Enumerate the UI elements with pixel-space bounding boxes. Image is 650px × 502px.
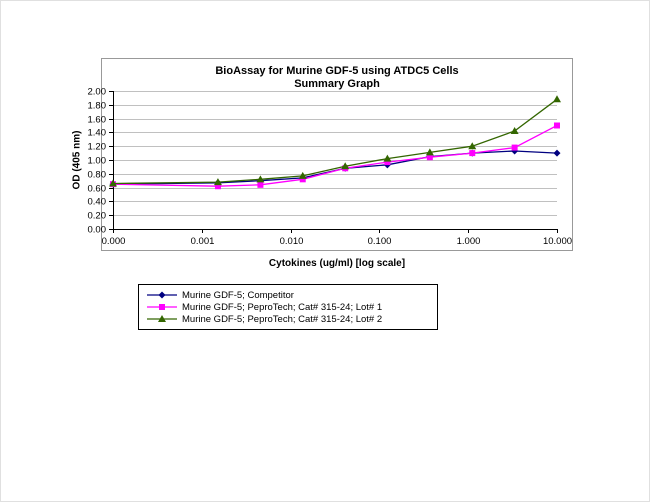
y-tick-label: 1.00 <box>88 156 107 167</box>
triangle-marker <box>298 171 307 179</box>
triangle-marker <box>158 315 166 322</box>
legend-item: Murine GDF-5; Competitor <box>147 289 429 301</box>
x-axis-title: Cytokines (ug/ml) [log scale] <box>268 258 406 269</box>
y-tick-label: 0.20 <box>88 211 107 222</box>
x-tick-label: 0.010 <box>280 236 304 247</box>
triangle-marker <box>553 95 561 103</box>
square-marker <box>299 176 306 183</box>
chart-title: BioAssay for Murine GDF-5 using ATDC5 Ce… <box>215 65 459 77</box>
y-tick-label: 1.60 <box>88 115 107 126</box>
square-marker <box>469 150 476 157</box>
legend-key-triangle-icon <box>147 315 177 322</box>
legend-label: Murine GDF-5; PeproTech; Cat# 315-24; Lo… <box>182 313 383 325</box>
square-marker <box>159 304 165 310</box>
series-line <box>112 98 558 185</box>
x-tick-label: 0.001 <box>191 236 215 247</box>
y-tick-label: 2.00 <box>88 87 107 98</box>
diamond-marker <box>158 291 166 299</box>
triangle-marker <box>109 179 117 187</box>
legend-label: Murine GDF-5; PeproTech; Cat# 315-24; Lo… <box>182 301 383 313</box>
legend-key-square-icon <box>147 304 177 310</box>
chart-title-block: BioAssay for Murine GDF-5 using ATDC5 Ce… <box>101 65 573 91</box>
triangle-marker <box>383 154 392 162</box>
y-tick-label: 0.80 <box>88 170 107 181</box>
chart-subtitle: Summary Graph <box>294 78 380 90</box>
square-marker <box>554 122 560 129</box>
square-marker <box>214 183 221 190</box>
series-line <box>112 124 558 187</box>
triangle-marker <box>510 127 519 135</box>
y-tick-label: 0.40 <box>88 197 107 208</box>
square-marker <box>384 159 391 166</box>
triangle-marker <box>213 178 222 186</box>
square-marker <box>257 181 264 188</box>
legend-item: Murine GDF-5; PeproTech; Cat# 315-24; Lo… <box>147 301 429 313</box>
triangle-marker <box>468 142 477 150</box>
triangle-marker <box>256 175 265 183</box>
legend-rows: Murine GDF-5; Competitor Murine GDF-5; Pe… <box>147 289 429 325</box>
x-tick-label: 0.000 <box>102 236 126 247</box>
legend-item: Murine GDF-5; PeproTech; Cat# 315-24; Lo… <box>147 313 429 325</box>
triangle-marker <box>341 162 350 170</box>
y-tick-label: 0.00 <box>88 225 107 236</box>
y-tick-label: 1.40 <box>88 128 107 139</box>
triangle-marker <box>425 148 434 156</box>
legend-label: Murine GDF-5; Competitor <box>182 289 294 301</box>
legend: Murine GDF-5; Competitor Murine GDF-5; Pe… <box>138 284 438 330</box>
chart-frame <box>101 58 573 251</box>
series-line <box>112 150 558 185</box>
y-tick-label: 0.60 <box>88 184 107 195</box>
square-marker <box>426 154 433 161</box>
x-tick-label: 0.100 <box>368 236 392 247</box>
diamond-marker <box>553 149 561 157</box>
x-tick-label: 10.000 <box>543 236 572 247</box>
y-tick-label: 1.80 <box>88 101 107 112</box>
x-tick-label: 1.000 <box>457 236 481 247</box>
y-tick-label: 1.20 <box>88 142 107 153</box>
y-axis-title: OD (405 nm) <box>71 130 83 190</box>
square-marker <box>511 144 518 151</box>
legend-key-diamond-icon <box>147 291 177 299</box>
